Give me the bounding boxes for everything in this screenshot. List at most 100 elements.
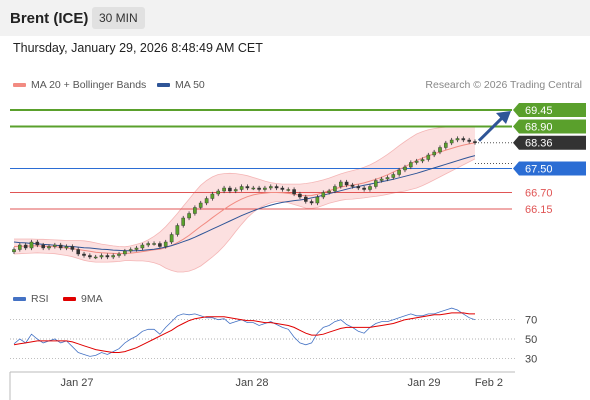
ma50-line xyxy=(13,155,476,252)
candle-body xyxy=(333,186,337,192)
candle-body xyxy=(467,139,472,142)
candle xyxy=(444,140,448,150)
candle xyxy=(374,178,378,189)
time-axis: Jan 27 Jan 28 Jan 29 Feb 2 xyxy=(9,371,515,400)
rsi-panel: 70 50 30 xyxy=(10,307,537,365)
legend-ma20-label: MA 20 + Bollinger Bands xyxy=(31,79,147,91)
candle-body xyxy=(93,256,98,259)
candle-body xyxy=(420,159,425,162)
candle xyxy=(222,185,226,194)
candle xyxy=(420,157,425,164)
candle-body xyxy=(111,255,115,258)
resistance-level-tag: 69.45 xyxy=(513,103,586,117)
candle xyxy=(280,185,285,192)
candle-body xyxy=(216,190,221,195)
candle xyxy=(245,184,250,191)
candle-body xyxy=(23,244,28,249)
candle-body xyxy=(128,249,133,252)
candle-body xyxy=(444,142,448,148)
candle xyxy=(257,185,261,192)
candle-body xyxy=(409,162,413,168)
candle xyxy=(23,242,28,251)
candle-body xyxy=(391,174,396,178)
candle-body xyxy=(368,186,372,190)
candle xyxy=(134,245,139,252)
time-tick-label: Jan 27 xyxy=(60,377,93,389)
rsi-9ma-line xyxy=(13,312,475,353)
candle xyxy=(409,160,413,170)
candle-body xyxy=(245,186,250,189)
candle-body xyxy=(41,244,45,249)
candle-body xyxy=(339,181,343,187)
legend-9ma-swatch xyxy=(63,297,76,302)
level-tag-label: 69.45 xyxy=(525,105,553,117)
candle xyxy=(163,239,168,249)
candle xyxy=(292,187,296,197)
candle-body xyxy=(344,181,349,186)
candle xyxy=(175,223,180,237)
candle xyxy=(233,187,238,194)
symbol-title: Brent (ICE) xyxy=(10,10,89,27)
candle xyxy=(187,211,191,221)
attribution: Research © 2026 Trading Central xyxy=(425,79,582,91)
candle xyxy=(391,172,396,180)
candle xyxy=(269,184,273,191)
candle xyxy=(88,253,92,260)
candle-body xyxy=(187,213,191,219)
candle-body xyxy=(403,166,407,171)
candle xyxy=(76,247,80,257)
candle xyxy=(128,247,133,254)
candle xyxy=(198,200,203,210)
candle-body xyxy=(292,189,296,195)
candle-body xyxy=(414,160,419,163)
legend-ma20-swatch xyxy=(13,83,26,88)
candle xyxy=(140,242,145,251)
timeframe-button[interactable]: 30 MIN xyxy=(92,7,145,29)
candle-body xyxy=(58,244,63,249)
forecast-arrow-line xyxy=(477,115,505,142)
time-tick-label: Feb 2 xyxy=(475,377,503,389)
candle-body xyxy=(70,246,75,250)
candle-body xyxy=(123,250,127,255)
legend-9ma: 9MA xyxy=(63,293,103,305)
candle xyxy=(385,175,390,182)
level-tag-box xyxy=(513,135,586,150)
candle-body xyxy=(228,187,232,192)
candle xyxy=(193,205,197,216)
candle-body xyxy=(82,253,86,256)
candle xyxy=(356,184,361,191)
candle xyxy=(263,185,267,192)
candle-body xyxy=(169,234,174,243)
candle-body xyxy=(461,138,466,141)
candle-body xyxy=(181,217,186,226)
candle xyxy=(327,188,331,195)
candle xyxy=(339,179,343,189)
candle-body xyxy=(379,178,384,181)
candle xyxy=(368,184,372,192)
candle xyxy=(344,179,349,188)
candle-body xyxy=(12,249,16,253)
price-panel: 69.45 68.90 68.36 67.50 66.70 66.15 xyxy=(10,103,586,273)
candle xyxy=(350,182,355,189)
candle-body xyxy=(257,187,261,190)
candle-body xyxy=(304,196,308,202)
candle xyxy=(47,244,51,251)
candle-body xyxy=(385,177,390,180)
candle xyxy=(362,185,366,192)
candle-body xyxy=(175,225,180,235)
candle-body xyxy=(432,151,437,156)
candle xyxy=(181,215,186,228)
candle xyxy=(99,253,104,260)
candle xyxy=(298,191,302,200)
candle-body xyxy=(239,186,244,190)
forecast-arrow-head xyxy=(496,111,511,124)
rsi-tick-label: 30 xyxy=(525,353,537,365)
candle xyxy=(315,194,320,206)
candle xyxy=(93,254,98,260)
chart-header: Brent (ICE) 30 MIN xyxy=(0,0,590,36)
candle-body xyxy=(35,241,40,246)
candle-body xyxy=(269,186,273,189)
candle xyxy=(70,244,75,252)
candle xyxy=(309,199,314,206)
